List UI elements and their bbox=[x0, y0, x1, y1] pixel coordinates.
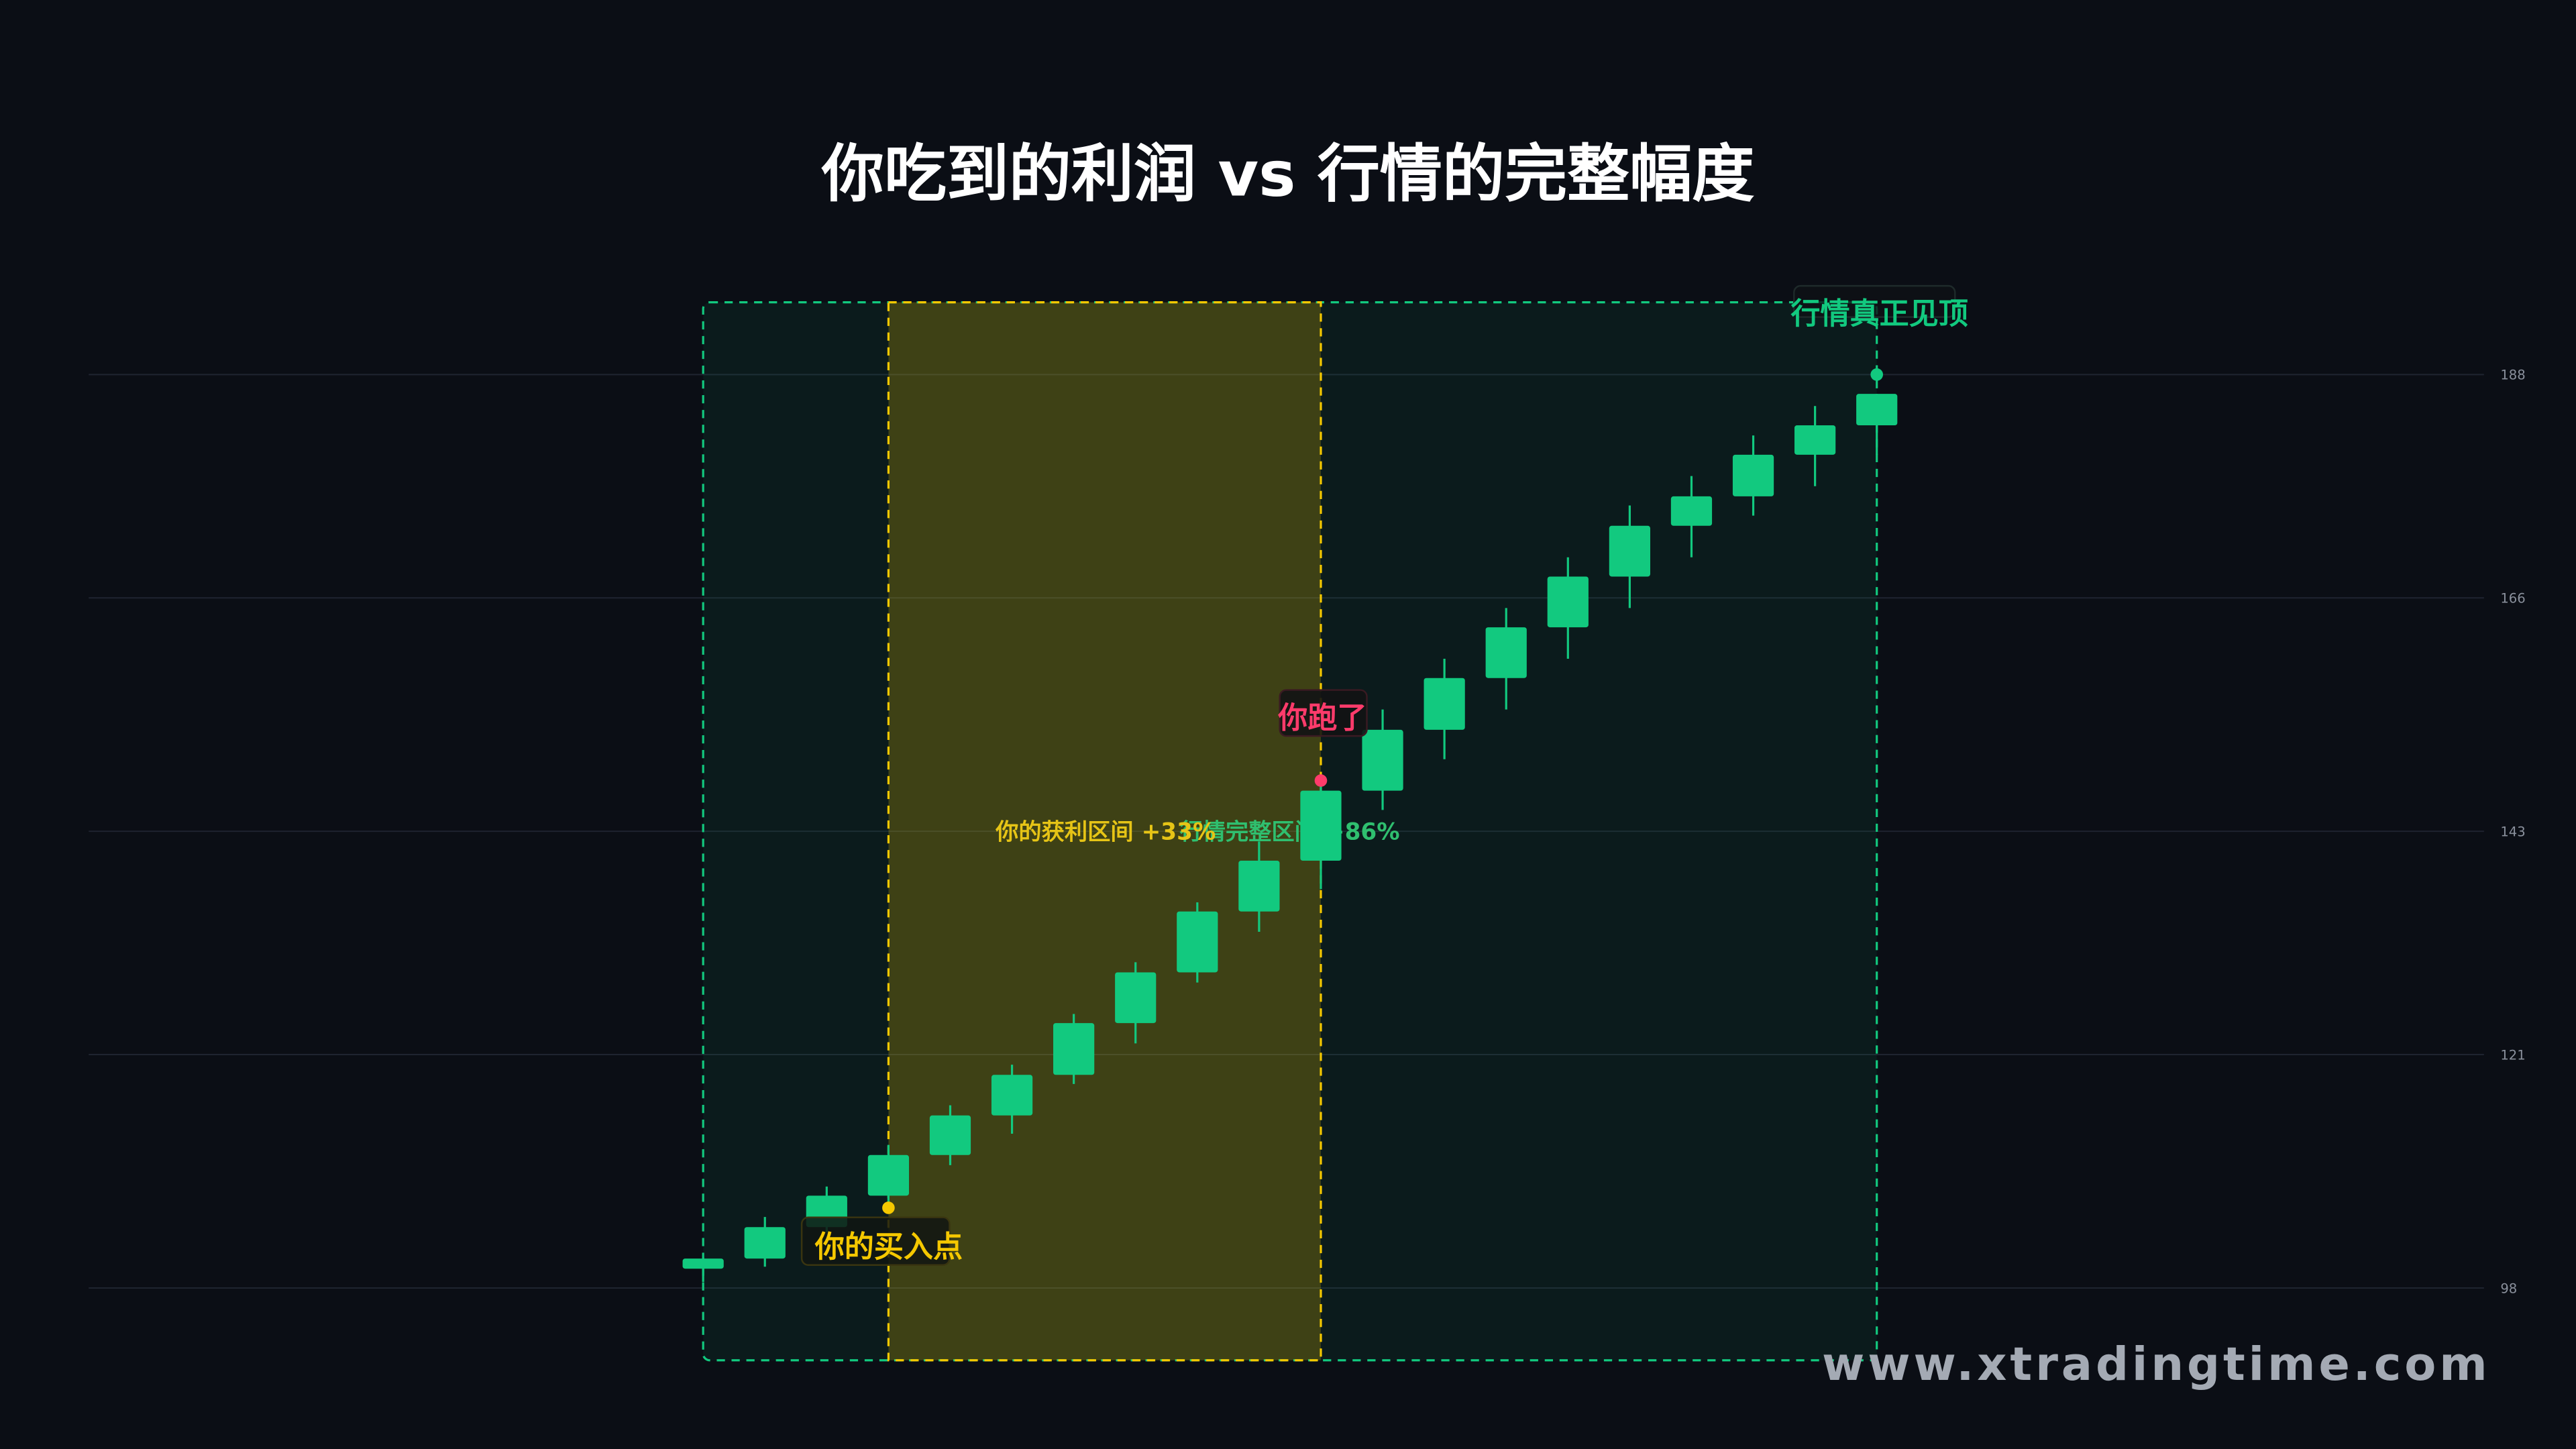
chart-title: 你吃到的利润 vs 行情的完整幅度 bbox=[821, 138, 1754, 210]
profit-range-label: 你的获利区间 +33% bbox=[995, 818, 1216, 845]
candle-body bbox=[1794, 425, 1836, 455]
y-tick-label: 166 bbox=[2500, 591, 2525, 606]
exit-point-label: 你跑了 bbox=[1277, 701, 1366, 735]
watermark: www.xtradingtime.com bbox=[1822, 1338, 2491, 1391]
candle-body bbox=[991, 1075, 1033, 1116]
candle-body bbox=[1547, 576, 1589, 628]
candle-body bbox=[1300, 790, 1342, 861]
top-point-label: 行情真正见顶 bbox=[1790, 297, 1968, 331]
y-tick-label: 121 bbox=[2500, 1047, 2525, 1063]
candle-body bbox=[1238, 861, 1280, 912]
exit-label-box bbox=[1279, 689, 1368, 737]
grid-lines: 188 166 143 121 98 bbox=[89, 368, 2526, 1296]
buy-point-marker bbox=[882, 1201, 895, 1214]
candle-body bbox=[867, 1155, 910, 1196]
candle-body bbox=[1485, 627, 1527, 678]
markers bbox=[882, 368, 1884, 1214]
candle-body bbox=[1856, 394, 1898, 426]
y-tick-label: 98 bbox=[2500, 1281, 2517, 1296]
candle-body bbox=[1732, 454, 1774, 496]
top-point-marker bbox=[1870, 368, 1884, 381]
candle-body bbox=[1609, 525, 1650, 577]
candle-body bbox=[1115, 972, 1157, 1024]
buy-point-label: 你的买入点 bbox=[814, 1230, 963, 1264]
exit-point-marker bbox=[1314, 774, 1328, 787]
top-label-box bbox=[1793, 284, 1956, 318]
candle-body bbox=[744, 1227, 786, 1259]
candle-body bbox=[1424, 678, 1465, 730]
candle-body bbox=[929, 1115, 971, 1155]
buy-label-box bbox=[800, 1216, 951, 1266]
candle-body bbox=[1053, 1023, 1095, 1075]
candle-body bbox=[1362, 729, 1403, 791]
candle-body bbox=[1177, 911, 1218, 973]
full-range-label: 行情完整区间 +86% bbox=[1179, 818, 1399, 845]
y-tick-label: 143 bbox=[2500, 824, 2525, 840]
candle-body bbox=[1670, 496, 1713, 526]
candle-body bbox=[682, 1258, 724, 1269]
y-tick-label: 188 bbox=[2500, 368, 2525, 383]
profit-zone bbox=[887, 301, 1322, 1362]
